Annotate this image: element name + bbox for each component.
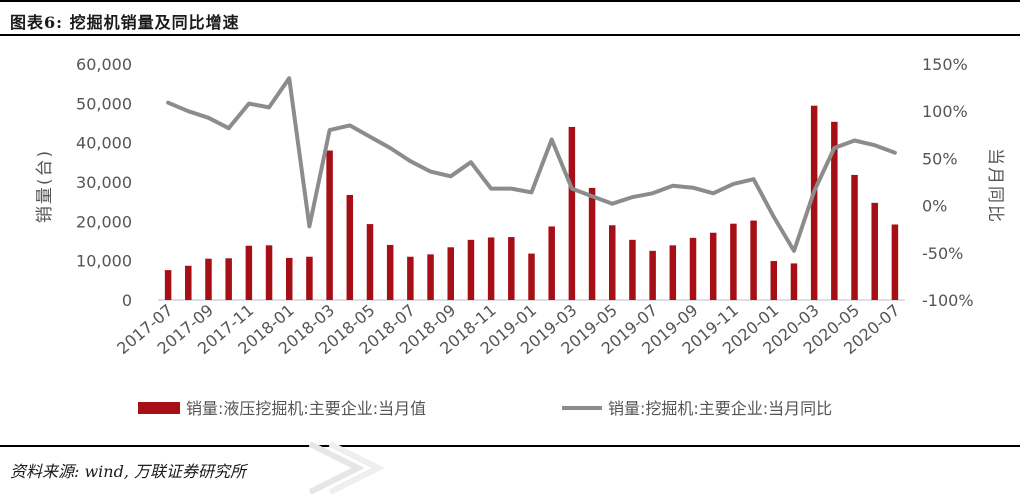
bar-2018-08 — [427, 254, 434, 300]
bar-2018-12 — [508, 237, 515, 300]
bar-2020-01 — [770, 261, 778, 300]
y-right-tick-label: 0% — [922, 197, 947, 216]
footer-divider — [0, 445, 1020, 447]
bar-2018-05 — [366, 224, 374, 300]
legend-bar-swatch — [138, 402, 180, 414]
bar-2019-12 — [750, 220, 757, 300]
bar-2018-03 — [326, 150, 333, 300]
bar-2019-04 — [588, 187, 596, 300]
bar-2017-09 — [205, 258, 212, 300]
bar-2019-10 — [709, 232, 717, 300]
bar-2020-06 — [871, 202, 878, 300]
bar-2018-04 — [346, 194, 354, 300]
bar-2019-09 — [689, 237, 697, 300]
bar-2020-04 — [831, 121, 838, 300]
bar-2018-07 — [407, 256, 414, 300]
bar-2020-07 — [891, 224, 899, 300]
bar-2018-01 — [285, 257, 293, 300]
y-right-tick-label: 150% — [922, 55, 968, 74]
bar-2019-01 — [528, 253, 535, 300]
y-right-tick-label: 50% — [922, 149, 958, 168]
bar-2020-03 — [810, 105, 818, 301]
bar-2017-10 — [225, 258, 232, 300]
y-left-tick-label: 20,000 — [76, 212, 132, 231]
bar-2020-02 — [790, 263, 798, 300]
left-axis-ticks: 60,000 50,000 40,000 30,000 20,000 10,000 0 — [76, 55, 132, 310]
y-left-tick-label: 60,000 — [76, 55, 132, 74]
bar-2019-03 — [568, 126, 576, 300]
watermark-chevron — [308, 441, 385, 494]
y-left-tick-label: 40,000 — [76, 134, 132, 153]
bar-series — [164, 105, 899, 301]
y-left-tick-label: 30,000 — [76, 173, 132, 192]
y-left-tick-label: 50,000 — [76, 94, 132, 113]
bar-2018-09 — [447, 247, 454, 300]
bar-2019-05 — [609, 225, 616, 300]
bar-2019-06 — [629, 239, 636, 300]
bar-2017-11 — [245, 245, 253, 300]
bar-2018-06 — [386, 244, 394, 300]
right-axis-ticks: 150% 100% 50% 0% -50% -100% — [922, 55, 974, 310]
bar-2019-08 — [669, 245, 677, 300]
bar-2019-11 — [730, 223, 737, 300]
bar-2018-02 — [306, 256, 313, 300]
bar-2017-07 — [164, 270, 172, 300]
bar-2018-11 — [487, 237, 495, 300]
legend-bar-label: 销量:液压挖掘机:主要企业:当月值 — [186, 399, 426, 418]
legend: 销量:液压挖掘机:主要企业:当月值 销量:挖掘机:主要企业:当月同比 — [138, 399, 832, 418]
bar-2018-10 — [467, 239, 475, 300]
y-right-tick-label: -50% — [922, 244, 963, 263]
x-axis-ticks: 2017-072017-092017-112018-012018-032018-… — [113, 301, 903, 359]
y-right-axis-label: 当月同比 — [985, 148, 1005, 224]
y-left-tick-label: 0 — [122, 291, 132, 310]
y-left-tick-label: 10,000 — [76, 252, 132, 271]
yoy-line-series — [166, 76, 897, 253]
legend-line-label: 销量:挖掘机:主要企业:当月同比 — [608, 399, 832, 418]
bar-2019-07 — [649, 250, 656, 300]
bar-2017-08 — [185, 265, 192, 300]
y-left-axis-label: 销量(台) — [35, 149, 55, 223]
title-bar: 图表6: 挖掘机销量及同比增速 — [0, 0, 1020, 36]
source-note: 资料来源: wind, 万联证券研究所 — [10, 462, 247, 481]
chart-title: 图表6: 挖掘机销量及同比增速 — [10, 13, 240, 32]
bar-2020-05 — [851, 174, 858, 300]
y-right-tick-label: -100% — [922, 291, 974, 310]
bar-2019-02 — [548, 226, 555, 300]
y-right-tick-label: 100% — [922, 102, 968, 121]
chart: 60,000 50,000 40,000 30,000 20,000 10,000 0 15… — [35, 55, 1005, 418]
bar-2017-12 — [265, 245, 273, 300]
